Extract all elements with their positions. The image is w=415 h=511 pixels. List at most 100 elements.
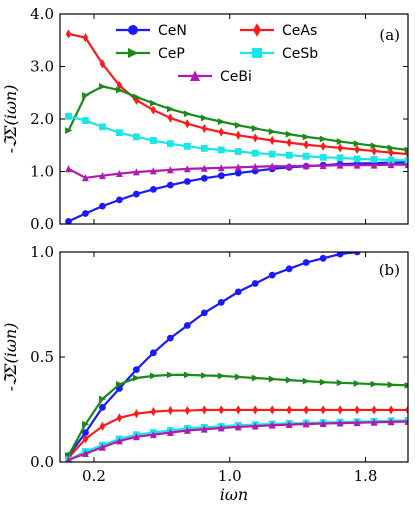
data-point-CeN-b-11	[251, 280, 259, 287]
data-point-CeBi-a-14	[302, 161, 310, 170]
legend-label-CeN: CeN	[158, 23, 187, 39]
data-point-CeN-b-2	[99, 404, 106, 411]
data-point-CeAs-b-19	[388, 405, 394, 415]
data-point-CeN-a-1	[82, 210, 89, 217]
data-point-CeBi-a-13	[285, 162, 293, 170]
data-point-CeAs-a-16	[337, 143, 343, 153]
data-point-CeN-a-4	[132, 190, 140, 198]
data-point-CeN-b-6	[166, 334, 174, 342]
data-point-CeBi-a-11	[251, 163, 259, 171]
data-point-CeAs-a-0	[65, 29, 72, 39]
data-point-CeN-a-6	[166, 181, 174, 189]
data-point-CeN-b-5	[149, 349, 157, 357]
data-point-CeN-a-2	[99, 202, 106, 210]
data-point-CeSb-a-4	[132, 133, 140, 141]
data-point-CeAs-a-3	[116, 80, 123, 90]
x-axis-label: iωn	[220, 485, 248, 504]
data-point-CeP-b-20	[404, 381, 408, 389]
data-point-CeBi-a-16	[336, 161, 344, 169]
data-point-CeBi-b-0	[65, 456, 72, 462]
data-point-CeP-b-6	[166, 371, 175, 379]
data-point-CeAs-b-5	[150, 407, 157, 417]
data-point-CeAs-b-6	[167, 405, 174, 416]
data-point-CeBi-b-11	[251, 422, 259, 430]
y-tick-label-a-3: 3.0	[30, 58, 54, 76]
data-point-CeP-b-1	[82, 420, 90, 428]
data-point-CeP-a-3	[116, 86, 124, 94]
data-point-CeAs-a-9	[218, 127, 224, 137]
data-point-CeBi-b-8	[200, 425, 208, 433]
series-CeBi-b	[65, 417, 408, 462]
data-point-CeAs-b-17	[354, 405, 360, 415]
data-point-CeSb-a-9	[217, 146, 225, 154]
data-point-CeBi-b-16	[336, 419, 344, 427]
data-point-CeP-a-1	[82, 91, 90, 99]
data-point-CeAs-a-5	[150, 105, 157, 115]
legend-marker-CeN	[128, 25, 138, 35]
data-point-CeAs-a-17	[354, 144, 360, 155]
data-point-CeBi-a-19	[387, 160, 395, 169]
legend-label-CeSb: CeSb	[282, 46, 318, 62]
data-point-CeP-a-8	[200, 114, 209, 122]
legend-marker-CeAs	[253, 23, 261, 37]
data-point-CeP-a-18	[370, 142, 378, 150]
series-CeN-b	[65, 252, 361, 460]
data-point-CeSb-a-12	[268, 150, 276, 158]
series-CeAs-b	[65, 405, 408, 462]
data-point-CeBi-a-17	[353, 161, 361, 169]
data-point-CeBi-b-4	[132, 433, 140, 441]
data-point-CeBi-a-7	[183, 165, 191, 173]
data-point-CeP-b-16	[336, 379, 344, 387]
data-point-CeBi-b-14	[302, 420, 310, 428]
data-point-CeSb-a-18	[370, 156, 378, 163]
data-point-CeBi-b-5	[149, 430, 157, 439]
data-point-CeSb-a-3	[116, 129, 123, 137]
series-CeP-b	[65, 371, 408, 460]
data-point-CeN-b-9	[217, 299, 225, 306]
data-point-CeSb-a-1	[82, 117, 89, 124]
data-point-CeAs-b-10	[235, 405, 241, 415]
data-point-CeBi-b-17	[353, 418, 361, 427]
data-point-CeSb-a-8	[200, 145, 208, 152]
data-point-CeBi-b-6	[166, 428, 174, 436]
legend-item-CeBi: CeBi	[178, 69, 252, 85]
data-point-CeSb-a-0	[65, 112, 72, 120]
legend-item-CeN: CeN	[116, 23, 187, 39]
data-point-CeAs-b-14	[303, 405, 309, 415]
data-point-CeSb-a-15	[319, 153, 327, 161]
data-point-CeAs-b-11	[252, 405, 258, 415]
legend-label-CeAs: CeAs	[282, 23, 317, 39]
data-point-CeN-a-7	[183, 178, 191, 185]
data-point-CeBi-a-9	[217, 164, 225, 172]
panel-b-ylabel: -ℑΣ(iωn)	[1, 323, 20, 392]
data-point-CeAs-b-13	[286, 405, 292, 415]
data-point-CeBi-b-13	[285, 420, 293, 429]
data-point-CeP-b-11	[251, 374, 259, 382]
data-point-CeP-a-2	[99, 83, 107, 90]
data-point-CeAs-a-8	[201, 123, 208, 134]
data-point-CeBi-a-3	[116, 169, 123, 177]
data-point-CeP-b-19	[387, 381, 395, 389]
data-point-CeP-b-9	[217, 372, 226, 380]
x-tick-label-b-0: 0.2	[82, 467, 106, 485]
data-point-CeP-b-13	[285, 376, 293, 384]
data-point-CeP-b-12	[268, 375, 276, 383]
series-CeBi-a	[65, 160, 408, 182]
data-point-CeN-a-5	[149, 185, 157, 193]
data-point-CeN-b-16	[336, 252, 344, 258]
data-point-CeSb-a-10	[234, 148, 242, 155]
y-tick-label-b-1: 0.5	[30, 348, 54, 366]
data-point-CeP-a-13	[285, 130, 293, 138]
legend-marker-CeBi	[190, 70, 200, 81]
data-point-CeP-a-15	[319, 135, 327, 143]
data-point-CeN-b-10	[234, 288, 242, 296]
data-point-CeP-a-11	[251, 125, 259, 132]
panel-b-label: (b)	[379, 261, 400, 279]
y-tick-label-a-4: 4.0	[30, 5, 54, 23]
legend-marker-CeSb	[252, 48, 262, 58]
data-point-CeN-b-8	[200, 309, 208, 317]
data-point-CeBi-b-10	[234, 423, 242, 431]
y-tick-label-b-2: 1.0	[30, 243, 54, 261]
data-point-CeSb-a-7	[183, 142, 191, 150]
